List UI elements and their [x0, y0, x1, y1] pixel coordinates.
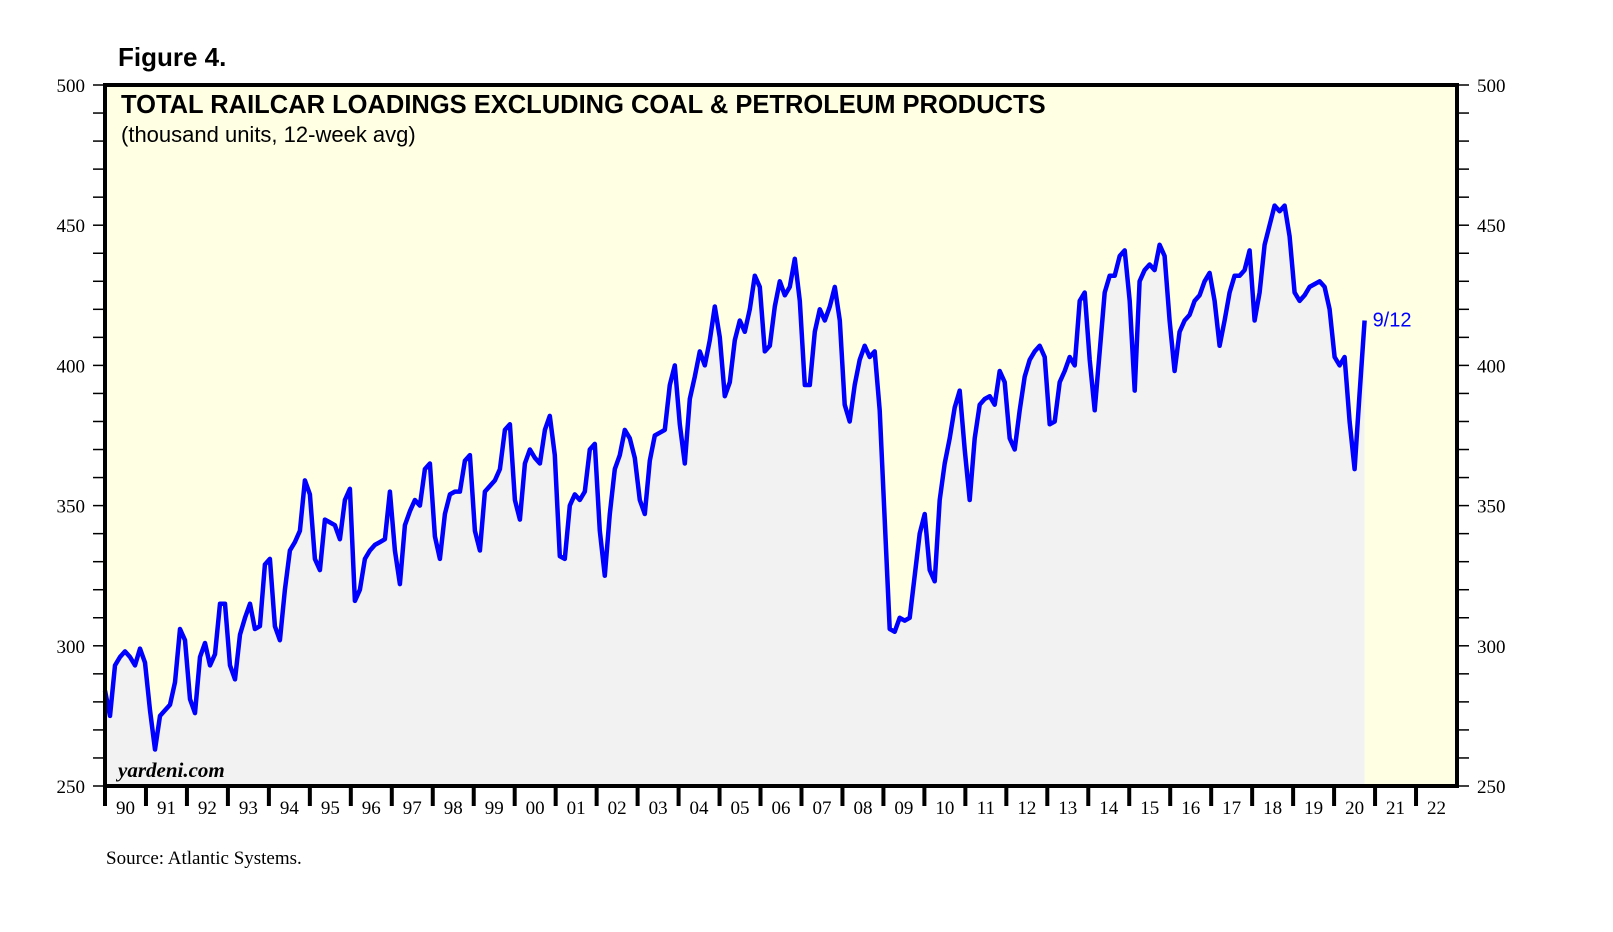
x-tick-label: 05 [731, 798, 750, 819]
y-tick-label-left: 350 [57, 497, 86, 518]
source-note: Source: Atlantic Systems. [106, 848, 302, 869]
y-tick-label-left: 450 [57, 216, 86, 237]
x-tick-label: 20 [1345, 798, 1364, 819]
x-tick-label: 14 [1099, 798, 1119, 819]
x-tick-label: 95 [321, 798, 340, 819]
y-tick-label-right: 400 [1477, 356, 1506, 377]
y-tick-label-right: 350 [1477, 497, 1506, 518]
y-tick-label-right: 300 [1477, 637, 1506, 658]
x-tick-label: 99 [485, 798, 504, 819]
x-tick-label: 97 [403, 798, 422, 819]
x-tick-label: 96 [362, 798, 381, 819]
series-area-fill [105, 205, 1365, 787]
x-tick-label: 07 [812, 798, 831, 819]
x-tick-label: 08 [853, 798, 872, 819]
x-tick-label: 09 [894, 798, 913, 819]
x-tick-label: 22 [1427, 798, 1446, 819]
y-tick-label-left: 400 [57, 356, 86, 377]
series-line [102, 203, 1367, 752]
x-tick-label: 92 [198, 798, 217, 819]
y-tick-label-left: 300 [57, 637, 86, 658]
x-tick-label: 11 [977, 798, 995, 819]
watermark: yardeni.com [115, 758, 225, 782]
x-tick-label: 01 [567, 798, 586, 819]
plot-frame [103, 83, 1459, 788]
y-tick-label-right: 450 [1477, 216, 1506, 237]
figure-label: Figure 4. [118, 42, 226, 72]
x-tick-label: 16 [1181, 798, 1200, 819]
x-tick-label: 13 [1058, 798, 1077, 819]
x-tick-label: 93 [239, 798, 258, 819]
x-tick-label: 19 [1304, 798, 1323, 819]
x-tick-label: 10 [935, 798, 954, 819]
y-tick-label-right: 250 [1477, 777, 1506, 798]
x-tick-label: 90 [116, 798, 135, 819]
x-tick-label: 04 [690, 798, 710, 819]
x-tick-label: 00 [526, 798, 545, 819]
x-tick-label: 06 [772, 798, 791, 819]
y-tick-label-left: 250 [57, 777, 86, 798]
x-tick-label: 03 [649, 798, 668, 819]
x-tick-label: 02 [608, 798, 627, 819]
y-tick-label-right: 500 [1477, 76, 1506, 97]
x-tick-label: 21 [1386, 798, 1405, 819]
last-value-label: 9/12 [1373, 310, 1412, 332]
x-tick-label: 94 [280, 798, 300, 819]
chart-subtitle: (thousand units, 12-week avg) [121, 122, 416, 147]
y-tick-label-left: 500 [57, 76, 86, 97]
x-tick-label: 98 [444, 798, 463, 819]
chart-title: TOTAL RAILCAR LOADINGS EXCLUDING COAL & … [121, 91, 1046, 119]
x-tick-label: 15 [1140, 798, 1159, 819]
x-tick-label: 91 [157, 798, 176, 819]
x-tick-label: 17 [1222, 798, 1241, 819]
x-tick-label: 12 [1017, 798, 1036, 819]
x-tick-label: 18 [1263, 798, 1282, 819]
